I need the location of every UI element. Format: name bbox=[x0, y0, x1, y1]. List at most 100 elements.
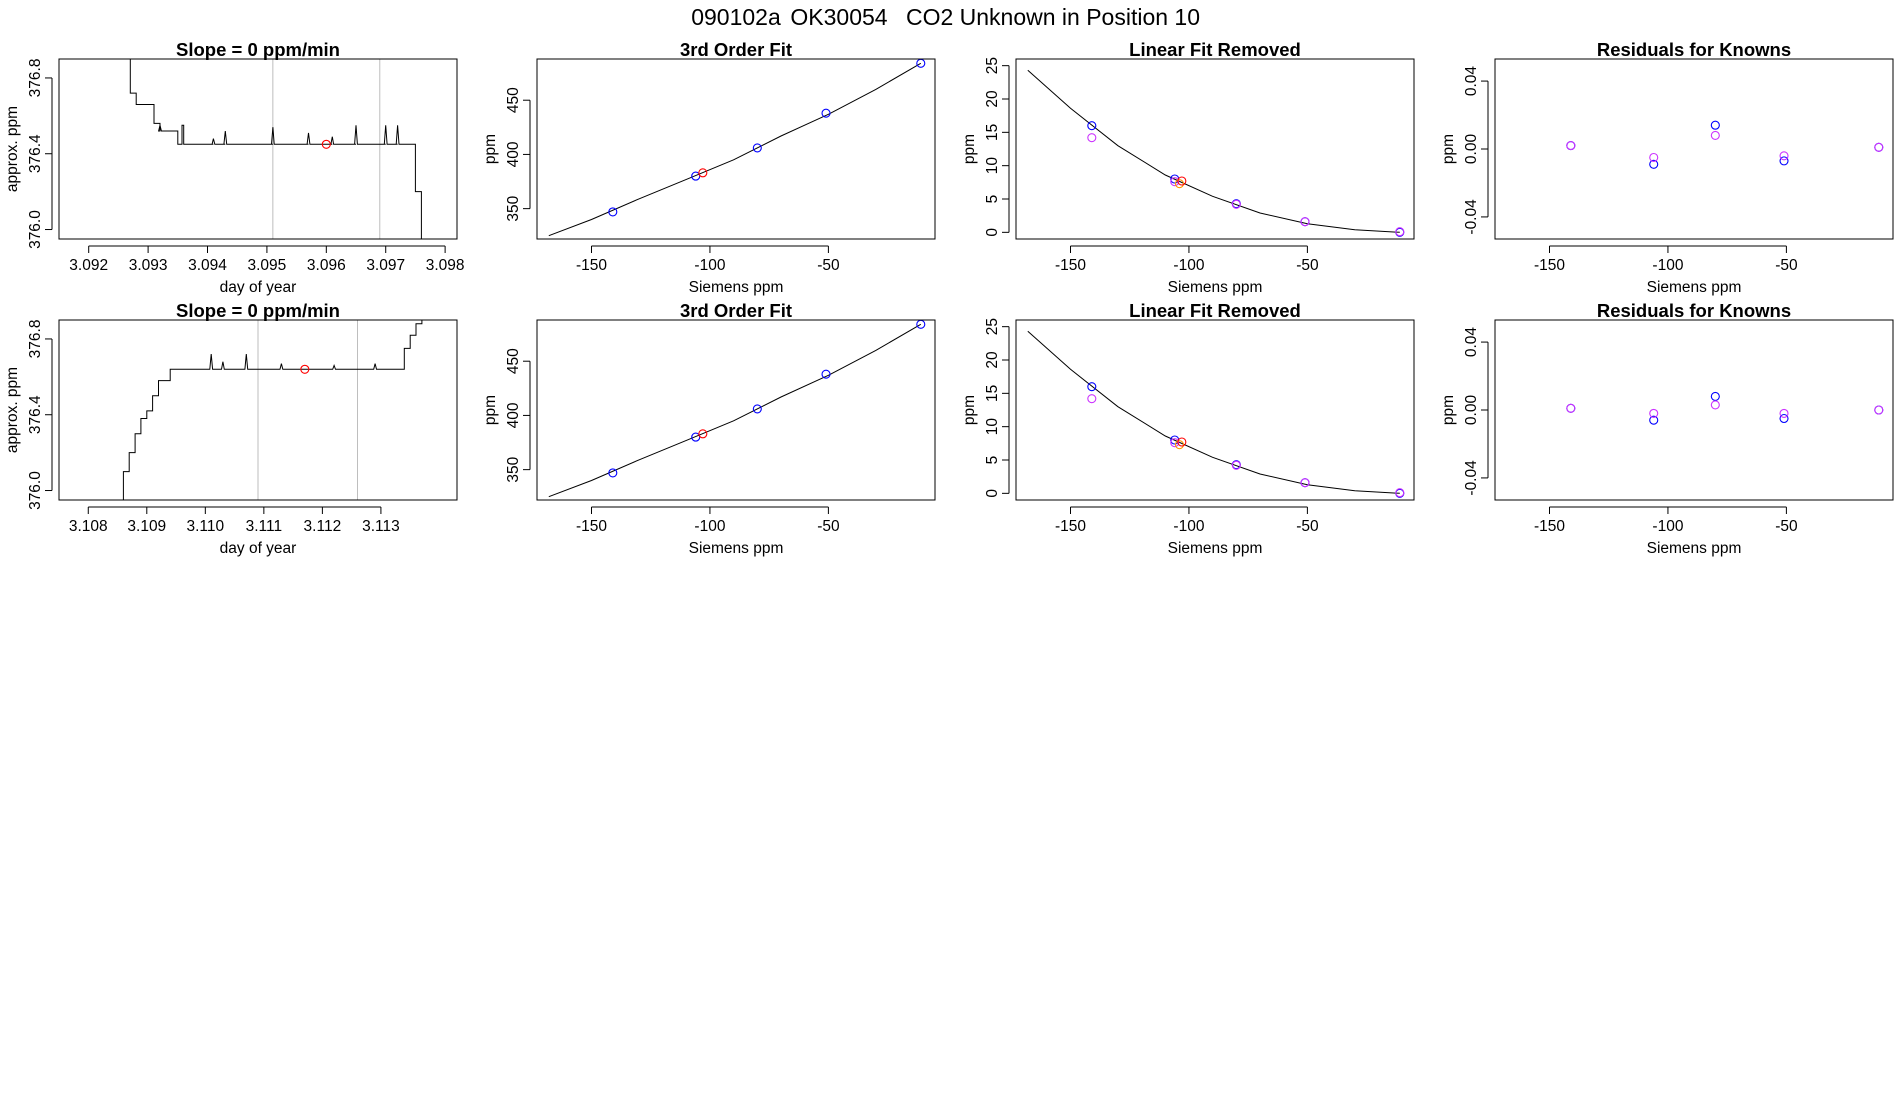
chart-row1-fit-y-tick-label-1: 400 bbox=[505, 141, 522, 167]
chart-row2-residual-point-residuals-alt-4 bbox=[1874, 405, 1884, 415]
chart-row1-fit-y-tick-label-0: 350 bbox=[505, 195, 522, 221]
chart-row1-fit-point-knowns-2 bbox=[752, 143, 762, 153]
chart-row2-slope-x-tick-label-3: 3.111 bbox=[246, 518, 283, 535]
chart-row2-linear-point-unknown-fit-0 bbox=[1177, 437, 1187, 447]
chart-row2-residual-x-tick-label-0: -150 bbox=[1534, 518, 1565, 535]
chart-row1-linear-y-tick-label-5: 25 bbox=[984, 57, 1001, 74]
chart-row1-linear-y-tick-label-2: 10 bbox=[984, 157, 1001, 175]
chart-row1-linear-point-unknown-0 bbox=[1174, 179, 1185, 189]
chart-row1-residual-x-label: Siemens ppm bbox=[1647, 279, 1742, 296]
chart-row2-fit-point-knowns-3 bbox=[821, 369, 831, 379]
chart-row1-slope-y-label: approx. ppm bbox=[4, 106, 21, 192]
chart-row2-residual-y-label: ppm bbox=[1440, 395, 1457, 425]
chart-row1-slope-x-tick-label-0: 3.092 bbox=[69, 257, 108, 274]
chart-row1-linear-x-tick-label-2: -50 bbox=[1296, 257, 1319, 274]
chart-row2-residual-x-tick-label-2: -50 bbox=[1775, 518, 1798, 535]
chart-row1-slope: Slope = 0 ppm/min 3.092 3.093 3.094 3.095 3.0… bbox=[4, 39, 465, 296]
chart-row2-linear-y-tick-label-1: 5 bbox=[984, 456, 1001, 465]
chart-row2-linear: Linear Fit Removed -150 -100 -50 Siemens ppm… bbox=[961, 300, 1415, 557]
chart-row2-residual-y-tick-label-2: 0.04 bbox=[1463, 327, 1480, 358]
chart-row1-slope-title: Slope = 0 ppm/min bbox=[176, 39, 340, 60]
chart-row1-residual-y-tick-label-2: 0.04 bbox=[1463, 66, 1480, 97]
chart-row1-residual-point-residuals-2 bbox=[1710, 120, 1720, 130]
chart-row1-slope-x-tick-label-5: 3.097 bbox=[366, 257, 405, 274]
chart-row2-slope-plot-area bbox=[117, 320, 423, 500]
chart-row2-linear-point-knowns-alt-4 bbox=[1395, 488, 1405, 498]
chart-row2-fit-point-unknown-0 bbox=[698, 429, 708, 439]
chart-row1-linear-title: Linear Fit Removed bbox=[1129, 39, 1301, 60]
chart-row1-linear-point-knowns-alt-2 bbox=[1231, 199, 1241, 209]
chart-row1-linear-x-tick-label-0: -150 bbox=[1055, 257, 1086, 274]
chart-row1-residual-plot-area bbox=[1566, 120, 1884, 169]
chart-row1-residual-point-residuals-alt-2 bbox=[1710, 130, 1720, 140]
chart-row1-residual-point-residuals-1 bbox=[1649, 159, 1659, 169]
chart-row1-residual-point-residuals-alt-3 bbox=[1779, 151, 1789, 161]
chart-row2-linear-point-knowns-0 bbox=[1087, 382, 1097, 392]
chart-row1-residual-point-residuals-alt-0 bbox=[1566, 141, 1576, 151]
chart-row2-linear-y-tick-label-5: 25 bbox=[984, 318, 1001, 335]
chart-row2-slope-y-label: approx. ppm bbox=[4, 367, 21, 453]
chart-row1-residual-x-tick-label-0: -150 bbox=[1534, 257, 1565, 274]
chart-row2-linear-point-knowns-alt-2 bbox=[1231, 460, 1241, 470]
chart-row1-slope-x-tick-label-6: 3.098 bbox=[426, 257, 465, 274]
chart-row1-linear-point-unknown-fit-0 bbox=[1177, 176, 1187, 186]
chart-row2-residual-title: Residuals for Knowns bbox=[1597, 300, 1791, 321]
chart-row2-fit-frame bbox=[536, 319, 936, 501]
chart-row2-linear-point-knowns-alt-3 bbox=[1300, 478, 1310, 488]
chart-row2-fit-point-knowns-2 bbox=[752, 404, 762, 414]
chart-row2-residual-point-residuals-2 bbox=[1710, 391, 1720, 401]
chart-row2-linear-point-knowns-alt-1 bbox=[1170, 438, 1180, 448]
chart-row1-fit-x-tick-label-1: -100 bbox=[694, 257, 725, 274]
header-date-code: 090102a bbox=[691, 4, 781, 30]
chart-row2-slope-y-tick-label-0: 376.0 bbox=[27, 471, 44, 510]
chart-row1-fit: 3rd Order Fit -150 -100 -50 Siemens ppm 350 40… bbox=[482, 39, 936, 296]
chart-row2-residual-point-residuals-alt-1 bbox=[1649, 408, 1659, 418]
chart-row2-slope-x-label: day of year bbox=[220, 540, 297, 557]
chart-row1-linear-x-tick-label-1: -100 bbox=[1173, 257, 1204, 274]
chart-row1-fit-frame bbox=[536, 58, 936, 240]
chart-row2-fit-point-knowns-0 bbox=[608, 468, 618, 478]
chart-row2-linear-x-tick-label-0: -150 bbox=[1055, 518, 1086, 535]
chart-row1-linear-x-label: Siemens ppm bbox=[1168, 279, 1263, 296]
chart-row2-fit-x-tick-label-1: -100 bbox=[694, 518, 725, 535]
chart-row2-linear-title: Linear Fit Removed bbox=[1129, 300, 1301, 321]
chart-row2-linear-point-knowns-alt-0 bbox=[1087, 394, 1097, 404]
chart-row1-linear-y-tick-label-0: 0 bbox=[984, 228, 1001, 237]
chart-row2-residual-y-tick-label-1: 0.00 bbox=[1463, 395, 1480, 426]
chart-row2-slope-y-tick-label-2: 376.8 bbox=[27, 320, 44, 359]
chart-row1-residual-point-residuals-alt-4 bbox=[1874, 142, 1884, 152]
chart-row2-residual-plot-area bbox=[1566, 391, 1884, 425]
chart-row1-fit-x-label: Siemens ppm bbox=[689, 279, 784, 296]
chart-row1-linear-plot-area bbox=[1027, 69, 1405, 237]
chart-row1-linear-point-knowns-alt-3 bbox=[1300, 217, 1310, 227]
chart-row1-fit-y-tick-label-2: 450 bbox=[505, 87, 522, 113]
chart-row1-slope-y-tick-label-1: 376.4 bbox=[27, 134, 44, 173]
chart-row1-residual-point-residuals-3 bbox=[1779, 156, 1789, 166]
chart-row1-slope-x-label: day of year bbox=[220, 279, 297, 296]
chart-row1-fit-point-knowns-3 bbox=[821, 108, 831, 118]
chart-row2-linear-point-unknown-0 bbox=[1174, 440, 1185, 450]
chart-row1-fit-y-label: ppm bbox=[482, 134, 499, 164]
chart-row2-slope-x-tick-label-1: 3.109 bbox=[127, 518, 166, 535]
chart-row2-linear-x-tick-label-2: -50 bbox=[1296, 518, 1319, 535]
chart-row1-residual-y-tick-label-0: -0.04 bbox=[1463, 199, 1480, 235]
chart-row2-slope-title: Slope = 0 ppm/min bbox=[176, 300, 340, 321]
chart-row1-slope-frame bbox=[58, 58, 458, 240]
chart-row2-slope-y-tick-label-1: 376.4 bbox=[27, 395, 44, 434]
chart-row1-slope-series-trace bbox=[118, 59, 422, 239]
chart-row2-fit-y-tick-label-0: 350 bbox=[505, 456, 522, 482]
chart-row1-residual-y-label: ppm bbox=[1440, 134, 1457, 164]
chart-row1-residual: Residuals for Knowns -150 -100 -50 Siemens p… bbox=[1440, 39, 1894, 296]
chart-row1-residual-x-tick-label-1: -100 bbox=[1652, 257, 1683, 274]
chart-row1-fit-point-unknown-0 bbox=[698, 168, 708, 178]
chart-row2-linear-series-fit-curve bbox=[1027, 330, 1400, 494]
chart-row2-residual-point-residuals-alt-0 bbox=[1566, 403, 1576, 413]
chart-row2-slope-x-tick-label-5: 3.113 bbox=[362, 518, 400, 535]
chart-row2-residual-x-label: Siemens ppm bbox=[1647, 540, 1742, 557]
chart-row2-fit-y-tick-label-1: 400 bbox=[505, 402, 522, 428]
chart-row2-residual-y-tick-label-0: -0.04 bbox=[1463, 460, 1480, 496]
chart-row2-fit: 3rd Order Fit -150 -100 -50 Siemens ppm 350 40… bbox=[482, 300, 936, 557]
chart-row2-residual-point-residuals-1 bbox=[1649, 415, 1659, 425]
chart-row1-slope-point-sample-0 bbox=[321, 139, 331, 149]
